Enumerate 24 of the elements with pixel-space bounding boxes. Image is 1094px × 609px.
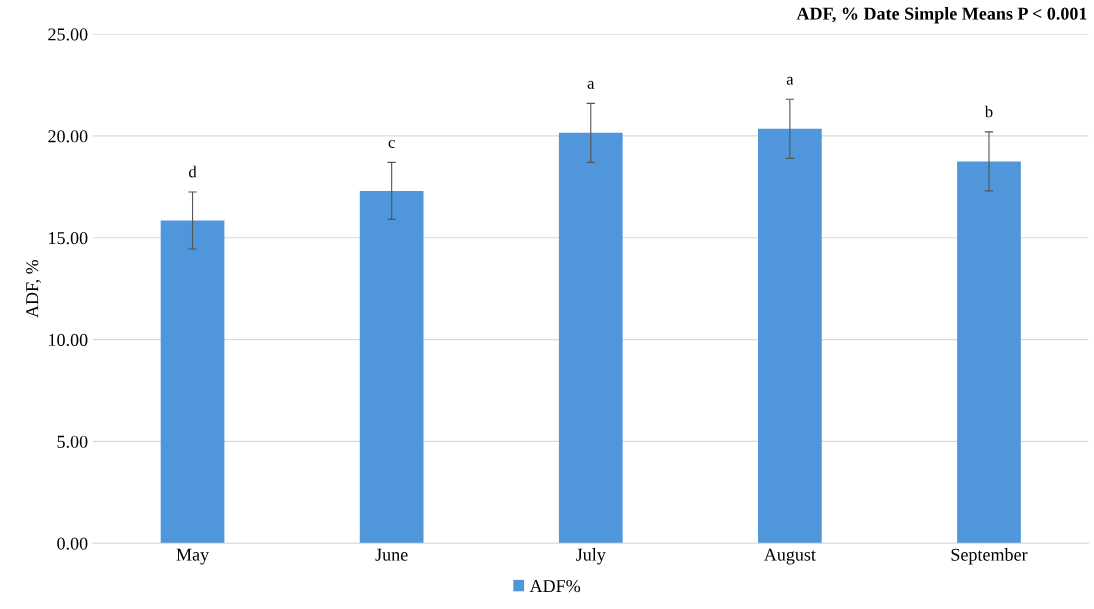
bar	[957, 161, 1021, 544]
x-tick-label: June	[375, 548, 408, 561]
annotation: c	[388, 139, 395, 148]
bar	[758, 128, 822, 544]
chart-title: ADF, % Date Simple Means P < 0.001	[796, 7, 1087, 24]
y-tick-label: 20.00	[48, 130, 88, 143]
bar	[359, 190, 424, 544]
bar	[558, 132, 623, 544]
annotation: a	[786, 76, 794, 85]
y-tick-label: 25.00	[48, 28, 88, 41]
y-tick-label: 5.00	[57, 435, 88, 448]
legend-label: ADF%	[529, 579, 581, 593]
annotation: d	[188, 165, 197, 178]
y-tick-label: 10.00	[49, 333, 88, 347]
x-tick-label: August	[763, 548, 816, 565]
x-tick-label: July	[576, 548, 606, 565]
annotation: a	[587, 80, 595, 89]
x-tick-label: September	[951, 548, 1028, 565]
y-tick-label: 0.00	[57, 537, 88, 550]
bar	[160, 220, 225, 544]
y-tick-label: 15.00	[49, 232, 88, 245]
y-axis-title: ADF, %	[26, 259, 41, 318]
annotation: b	[984, 105, 993, 118]
x-tick-label: May	[176, 548, 210, 565]
